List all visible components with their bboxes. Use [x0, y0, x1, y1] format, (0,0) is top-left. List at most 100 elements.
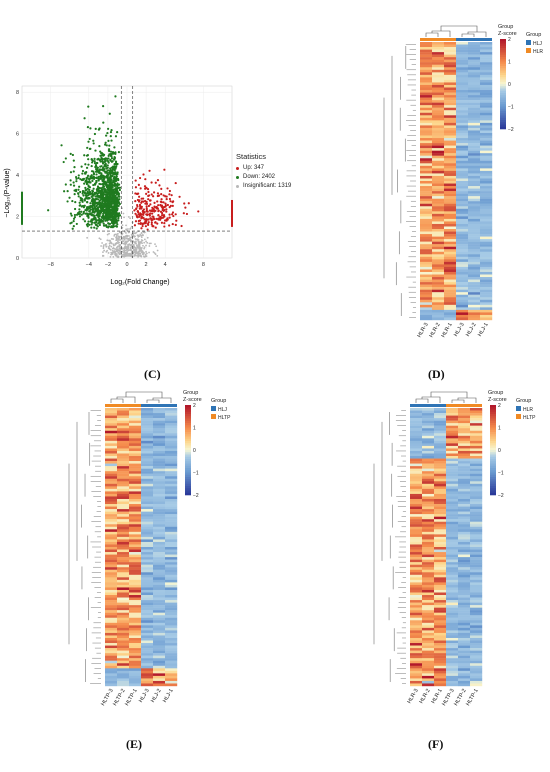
volcano-point-down	[87, 163, 90, 166]
heatmap-cell	[165, 531, 178, 535]
heatmap-cell	[446, 471, 459, 474]
heatmap-cell	[410, 643, 423, 646]
volcano-point-up	[157, 204, 160, 207]
heatmap-cell	[470, 637, 483, 641]
heatmap-cell	[153, 504, 166, 507]
heatmap-cell	[432, 127, 445, 131]
heatmap-cell	[480, 158, 493, 161]
heatmap-cell	[470, 415, 483, 419]
heatmap-cell	[480, 284, 493, 288]
heatmap-cell	[432, 158, 445, 161]
volcano-point-up	[162, 194, 165, 197]
volcano-point-down	[72, 217, 76, 220]
volcano-point-down	[93, 162, 97, 165]
volcano-point-down	[111, 190, 115, 193]
heatmap-cell	[434, 630, 447, 634]
heatmap-cell	[434, 670, 447, 674]
heatmap-cell	[420, 178, 433, 182]
heatmap-cell	[410, 574, 423, 578]
volcano-point-down	[104, 200, 107, 203]
heatmap-cell	[165, 438, 178, 442]
heatmap-cell	[434, 440, 447, 444]
heatmap-cell	[456, 120, 469, 124]
heatmap-cell	[105, 562, 118, 565]
volcano-point-insignificant	[135, 238, 138, 241]
heatmap-cell	[468, 132, 481, 136]
heatmap-cell	[434, 595, 447, 598]
volcano-point-down	[88, 205, 91, 208]
heatmap-cell	[129, 632, 142, 636]
heatmap-cell	[105, 620, 118, 624]
zscore-colorbar-segment	[500, 88, 506, 92]
heatmap-cell	[410, 440, 423, 444]
heatmap-cell	[446, 461, 459, 464]
heatmap-cell	[434, 612, 447, 616]
volcano-point-down	[93, 221, 96, 224]
heatmap-cell	[117, 683, 130, 687]
volcano-point-down	[91, 208, 94, 211]
heatmap-cell	[458, 516, 471, 520]
heatmap-cell	[410, 521, 423, 525]
heatmap-cell	[480, 170, 493, 174]
volcano-point-down	[87, 216, 90, 219]
heatmap-cell	[420, 271, 433, 275]
heatmap-cell	[420, 140, 433, 144]
heatmap-cell	[444, 264, 457, 268]
heatmap-cell	[446, 521, 459, 525]
heatmap-cell	[458, 675, 471, 679]
heatmap-cell	[422, 501, 435, 505]
heatmap-cell	[165, 602, 178, 606]
heatmap-cell	[444, 49, 457, 53]
group-annotation-cell	[422, 404, 434, 407]
heatmap-cell	[434, 584, 447, 588]
heatmap-cell	[446, 456, 459, 459]
heatmap-cell	[470, 541, 483, 545]
heatmap-cell	[468, 170, 481, 174]
heatmap-cell	[141, 428, 154, 431]
heatmap-cell	[456, 302, 469, 306]
heatmap-cell	[446, 491, 459, 495]
volcano-point-down	[72, 184, 76, 187]
heatmap-cell	[456, 271, 469, 275]
heatmap-cell	[458, 552, 471, 555]
volcano-point-down	[75, 180, 78, 183]
volcano-point-down	[94, 182, 97, 185]
heatmap-cell	[470, 448, 483, 452]
heatmap-cell	[468, 294, 481, 298]
heatmap-cell	[410, 435, 423, 439]
heatmap-cell	[141, 673, 154, 677]
heatmap-cell	[422, 438, 435, 442]
heatmap-cell	[446, 534, 459, 538]
heatmap-cell	[444, 77, 457, 81]
heatmap-cell	[153, 577, 166, 581]
heatmap-cell	[468, 100, 481, 103]
volcano-x-axis-label: Log₂(Fold Change)	[110, 279, 169, 286]
volcano-point-down	[86, 174, 90, 177]
volcano-point-up	[149, 212, 152, 215]
heatmap-cell	[446, 615, 459, 618]
heatmap-cell	[434, 640, 447, 644]
heatmap-cell	[446, 602, 459, 606]
heatmap-cell	[480, 165, 493, 169]
heatmap-cell	[480, 191, 493, 194]
heatmap-cell	[153, 440, 166, 444]
volcano-point-down	[81, 192, 84, 195]
heatmap-cell	[458, 413, 471, 416]
heatmap-cell	[446, 562, 459, 565]
volcano-point-insignificant	[156, 254, 159, 257]
volcano-point-down	[80, 205, 83, 208]
volcano-point-down	[101, 183, 105, 186]
heatmap-cell	[434, 423, 447, 426]
heatmap-cell	[458, 529, 471, 533]
heatmap-cell	[432, 213, 445, 217]
heatmap-cell	[434, 673, 447, 677]
heatmap-cell	[456, 297, 469, 300]
heatmap-cell	[456, 246, 469, 250]
volcano-point-up	[154, 226, 157, 229]
heatmap-cell	[456, 150, 469, 154]
heatmap-cell	[444, 246, 457, 250]
heatmap-cell	[468, 120, 481, 124]
zscore-legend-title: Z-score	[488, 397, 507, 403]
heatmap-cell	[456, 59, 469, 63]
heatmap-cell	[468, 160, 481, 164]
